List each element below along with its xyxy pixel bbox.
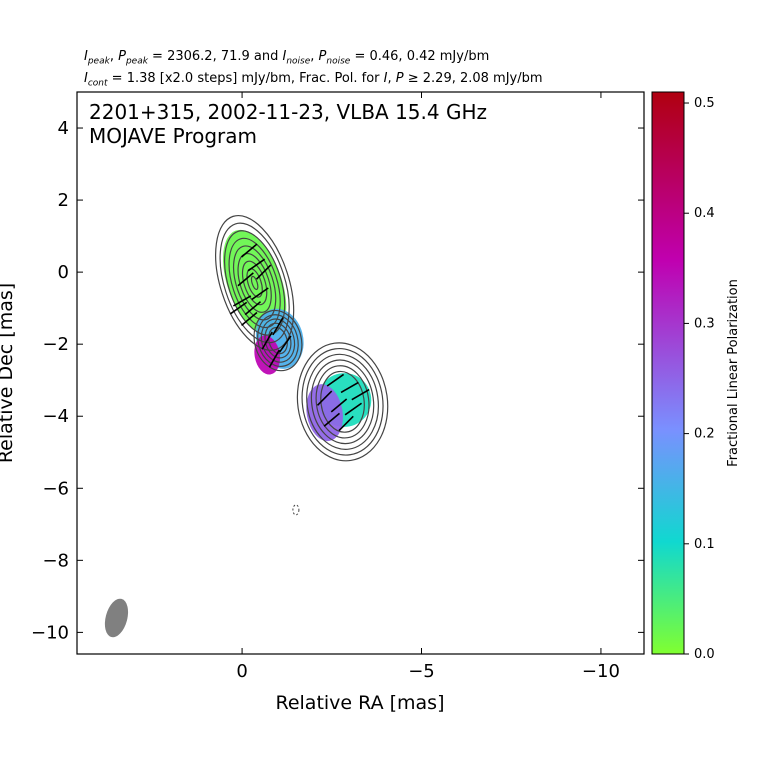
header-line-1: Ipeak, Ppeak = 2306.2, 71.9 and Inoise, … — [84, 49, 489, 67]
plot-content — [104, 214, 389, 638]
evpa-tick — [229, 301, 248, 315]
x-axis-ticks: 0 −5 −10 — [236, 92, 620, 682]
colorbar-tick-label: 0.1 — [694, 537, 715, 552]
i-cont-subscript: cont — [87, 78, 108, 89]
evpa-tick — [278, 335, 292, 353]
polarization-patch — [222, 229, 287, 337]
colorbar-tick-label: 0.0 — [694, 647, 715, 662]
y-tick-label: 2 — [58, 190, 69, 211]
x-tick-label: 0 — [236, 661, 247, 682]
evpa-tick — [326, 373, 345, 387]
contour-line — [296, 342, 389, 462]
evpa-tick — [344, 402, 363, 416]
contour-line — [215, 214, 295, 351]
evpa-tick — [241, 311, 258, 327]
colorbar-label: Fractional Linear Polarization — [726, 279, 741, 467]
i-symbol: I — [383, 71, 388, 86]
colorbar-tick-label: 0.5 — [694, 96, 715, 111]
y-tick-label: 0 — [58, 262, 69, 283]
i-cont-symbol: I — [84, 71, 88, 86]
evpa-tick — [255, 264, 272, 280]
y-tick-label: −8 — [42, 550, 69, 571]
i-peak-symbol: I — [84, 49, 88, 64]
contour-line — [310, 359, 375, 445]
contour-line — [219, 222, 290, 344]
contour-line — [306, 353, 379, 450]
evpa-tick — [251, 287, 269, 301]
contour-line — [315, 365, 370, 439]
evpa-tick — [241, 243, 258, 258]
polarization-patch — [306, 384, 343, 442]
x-tick-label: −10 — [582, 661, 620, 682]
contour-line — [260, 318, 296, 363]
evpa-tick — [351, 388, 370, 401]
evpa-tick — [272, 317, 284, 336]
evpa-tick — [330, 398, 348, 413]
y-axis-label: Relative Dec [mas] — [0, 283, 17, 463]
separator: , — [387, 71, 396, 86]
noise-values: = 0.46, 0.42 mJy/bm — [350, 49, 490, 64]
y-tick-label: −4 — [42, 406, 69, 427]
contour-line — [253, 309, 303, 372]
chart-subtitle: MOJAVE Program — [89, 124, 257, 148]
colorbar-tick-label: 0.4 — [694, 206, 715, 221]
separator: , — [109, 49, 119, 64]
evpa-tick — [261, 331, 273, 350]
p-peak-subscript: peak — [125, 56, 148, 67]
colorbar-tick-label: 0.3 — [694, 316, 715, 331]
chart-title: 2201+315, 2002-11-23, VLBA 15.4 GHz — [89, 100, 487, 124]
evpa-tick — [232, 295, 252, 307]
colorbar-tick-label: 0.2 — [694, 427, 715, 442]
evpa-tick — [338, 415, 354, 432]
colorbar — [651, 91, 685, 655]
y-tick-label: −6 — [42, 478, 69, 499]
evpa-tick — [340, 381, 359, 394]
y-axis-ticks: 4 2 0 −2 −4 −6 −8 −10 — [31, 118, 644, 643]
evpa-tick — [244, 301, 262, 316]
evpa-tick — [316, 390, 333, 406]
y-tick-label: −10 — [31, 622, 69, 643]
x-axis-label: Relative RA [mas] — [275, 692, 444, 714]
beam-ellipse — [104, 598, 129, 638]
x-tick-label: −5 — [408, 661, 435, 682]
contour-line — [250, 275, 259, 291]
separator: , — [310, 49, 319, 64]
i-peak-subscript: peak — [87, 56, 110, 67]
peak-values: = 2306.2, 71.9 and — [147, 49, 283, 64]
contour-line — [301, 347, 384, 456]
contour-line — [241, 260, 268, 306]
evpa-tick — [268, 349, 281, 368]
evpa-tick — [247, 258, 266, 272]
evpa-tick — [237, 272, 254, 287]
contour-line — [320, 370, 365, 433]
contour-line — [232, 245, 277, 321]
plot-frame — [76, 91, 645, 655]
p-noise-symbol: P — [318, 49, 327, 64]
contour-line — [268, 326, 288, 355]
contour-line — [257, 314, 299, 367]
i-noise-subscript: noise — [286, 56, 311, 67]
p-peak-symbol: P — [118, 49, 126, 64]
evpa-tick — [323, 412, 341, 427]
y-tick-label: 4 — [58, 118, 69, 139]
i-noise-symbol: I — [282, 49, 287, 64]
y-tick-label: −2 — [42, 334, 69, 355]
negative-contour — [292, 504, 300, 516]
p-symbol: P — [395, 71, 404, 86]
contour-info: = 1.38 [x2.0 steps] mJy/bm, Frac. Pol. f… — [107, 71, 384, 86]
threshold-info: ≥ 2.29, 2.08 mJy/bm — [403, 71, 543, 86]
p-noise-subscript: noise — [326, 56, 351, 67]
header-line-2: Icont = 1.38 [x2.0 steps] mJy/bm, Frac. … — [84, 71, 543, 89]
colorbar-ticks: 0.0 0.1 0.2 0.3 0.4 0.5 — [684, 96, 715, 662]
